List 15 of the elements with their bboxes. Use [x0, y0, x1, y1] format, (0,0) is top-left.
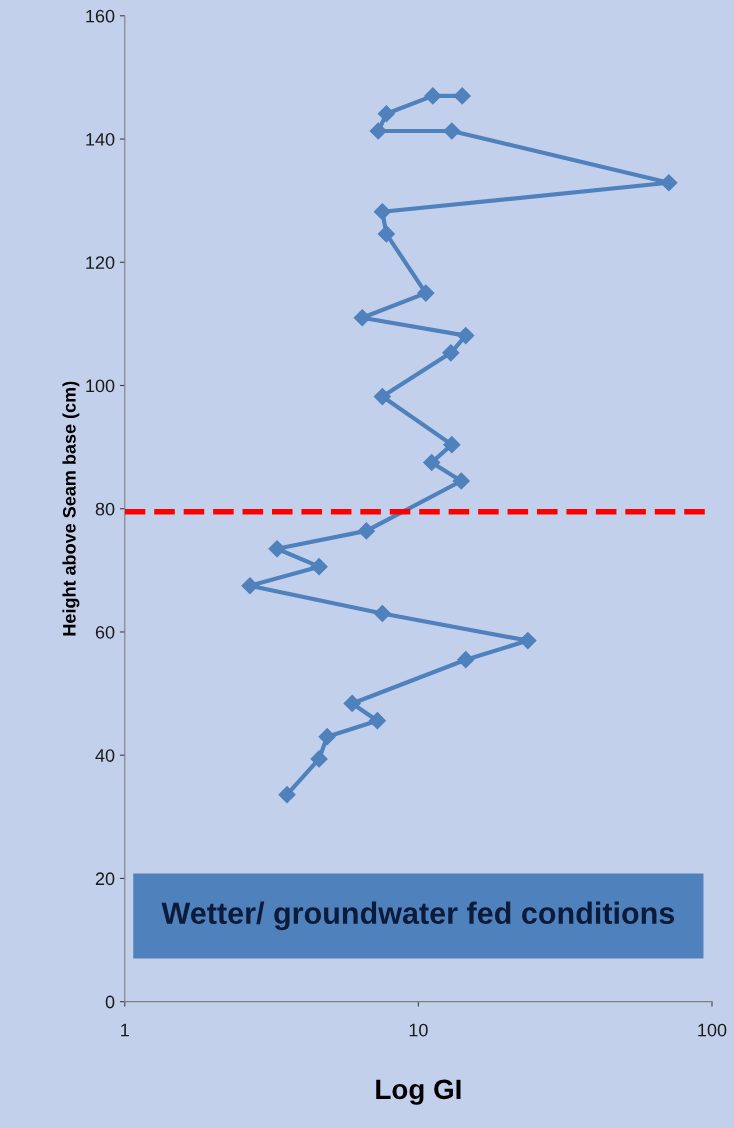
annotation: Wetter/ groundwater fed conditions	[161, 901, 675, 931]
x-tick-label: 100	[698, 1023, 727, 1037]
y-tick-label: 60	[95, 625, 115, 639]
y-tick-label: 0	[105, 995, 115, 1009]
x-tick-label: 1	[121, 1023, 129, 1037]
x-tick-label: 10	[409, 1023, 428, 1037]
y-tick-label: 100	[86, 379, 115, 393]
y-tick-label: 140	[86, 132, 115, 146]
y-tick-label: 80	[95, 502, 115, 516]
x-axis-title: Log GI	[376, 1079, 461, 1105]
y-tick-label: 120	[86, 256, 115, 269]
y-tick-label: 160	[86, 9, 115, 23]
y-axis-title: Height above Seam base (cm)	[62, 381, 80, 636]
y-tick-label: 20	[95, 872, 115, 886]
y-tick-label: 40	[95, 749, 115, 762]
